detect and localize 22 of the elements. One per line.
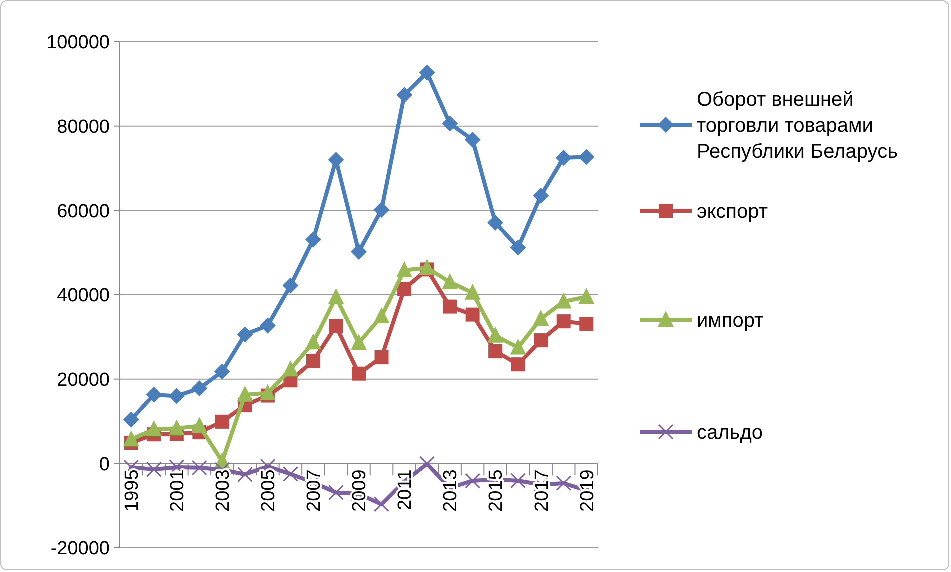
x-tick-label: 2019 — [577, 470, 598, 512]
x-tick-label: 2003 — [213, 470, 234, 512]
y-tick-label: -20000 — [50, 538, 110, 560]
x-tick-label: 2009 — [350, 470, 371, 512]
x-tick-label: 2007 — [304, 470, 326, 512]
legend-label: импорт — [697, 310, 764, 332]
x-tick-label: 1995 — [122, 470, 144, 512]
y-tick-label: 40000 — [57, 286, 110, 307]
y-tick-label: 80000 — [57, 116, 110, 138]
x-tick-label: 2013 — [440, 470, 462, 512]
y-tick-label: 20000 — [57, 370, 110, 391]
legend-label: Оборот внешней торговли товарами Республики Беларусь — [697, 89, 898, 163]
x-tick-label: 2011 — [395, 470, 416, 511]
y-tick-label: 0 — [99, 454, 110, 476]
legend-label: экспорт — [697, 201, 768, 223]
x-tick-label: 2017 — [532, 470, 553, 512]
x-tick-label: 2001 — [168, 470, 189, 512]
y-tick-label: 100000 — [46, 32, 110, 54]
legend-label: сальдо — [697, 422, 764, 444]
y-tick-label: 60000 — [57, 201, 110, 222]
x-tick-label: 2005 — [258, 470, 280, 512]
x-tick-label: 2015 — [486, 470, 508, 512]
